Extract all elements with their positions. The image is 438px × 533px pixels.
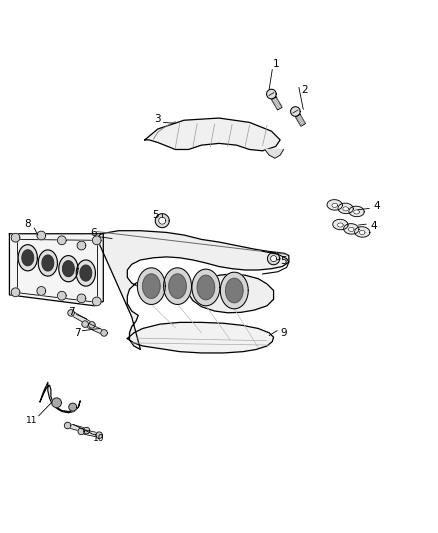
Polygon shape: [68, 310, 74, 316]
Polygon shape: [78, 428, 85, 434]
Polygon shape: [327, 200, 343, 210]
Polygon shape: [169, 274, 186, 298]
Polygon shape: [69, 403, 77, 411]
Polygon shape: [92, 236, 101, 245]
Polygon shape: [67, 423, 87, 433]
Text: 3: 3: [154, 114, 160, 124]
Polygon shape: [349, 227, 354, 231]
Polygon shape: [22, 250, 34, 265]
Text: 11: 11: [26, 416, 38, 425]
Polygon shape: [127, 322, 274, 353]
Polygon shape: [155, 214, 169, 228]
Polygon shape: [145, 118, 280, 151]
Polygon shape: [354, 210, 359, 214]
Polygon shape: [332, 203, 338, 207]
Text: 5: 5: [152, 210, 159, 220]
Polygon shape: [360, 230, 365, 235]
Polygon shape: [57, 292, 66, 300]
Polygon shape: [18, 245, 37, 271]
Polygon shape: [92, 297, 101, 306]
Polygon shape: [97, 231, 289, 350]
Polygon shape: [77, 241, 86, 250]
Polygon shape: [37, 287, 46, 295]
Polygon shape: [76, 260, 95, 286]
Polygon shape: [272, 97, 282, 110]
Polygon shape: [37, 231, 46, 240]
Polygon shape: [271, 256, 277, 262]
Text: 9: 9: [280, 328, 287, 338]
Polygon shape: [333, 219, 348, 230]
Polygon shape: [355, 227, 370, 237]
Polygon shape: [52, 398, 61, 408]
Polygon shape: [77, 294, 86, 303]
Text: 10: 10: [93, 434, 105, 443]
Text: 7: 7: [74, 328, 81, 338]
Text: 6: 6: [90, 228, 96, 238]
Polygon shape: [83, 427, 90, 434]
Text: 5: 5: [280, 256, 287, 266]
Polygon shape: [159, 217, 166, 224]
Text: 8: 8: [25, 219, 31, 229]
Polygon shape: [338, 223, 343, 227]
Polygon shape: [220, 272, 248, 309]
Text: 4: 4: [371, 221, 377, 231]
Polygon shape: [57, 236, 66, 245]
Polygon shape: [101, 330, 107, 336]
Polygon shape: [192, 269, 220, 306]
Polygon shape: [10, 234, 103, 306]
Polygon shape: [267, 89, 276, 99]
Text: 7: 7: [68, 308, 75, 317]
Text: 4: 4: [374, 201, 380, 211]
Polygon shape: [84, 322, 105, 335]
Polygon shape: [80, 265, 92, 281]
Text: 1: 1: [272, 59, 279, 69]
Polygon shape: [291, 107, 300, 116]
Polygon shape: [349, 206, 364, 217]
Polygon shape: [164, 268, 191, 304]
Polygon shape: [96, 432, 102, 439]
Polygon shape: [38, 250, 57, 276]
Polygon shape: [296, 115, 305, 126]
Polygon shape: [143, 274, 160, 298]
Polygon shape: [40, 382, 80, 413]
Polygon shape: [11, 288, 20, 297]
Polygon shape: [70, 311, 93, 327]
Polygon shape: [81, 429, 99, 438]
Polygon shape: [268, 253, 280, 265]
Polygon shape: [11, 233, 20, 242]
Polygon shape: [226, 278, 243, 303]
Polygon shape: [82, 321, 88, 327]
Polygon shape: [344, 224, 359, 234]
Polygon shape: [64, 422, 71, 429]
Polygon shape: [265, 149, 284, 158]
Polygon shape: [138, 268, 165, 304]
Polygon shape: [59, 256, 78, 282]
Polygon shape: [88, 321, 95, 328]
Polygon shape: [42, 255, 53, 271]
Text: 2: 2: [301, 85, 307, 95]
Polygon shape: [197, 275, 215, 300]
Polygon shape: [343, 207, 348, 211]
Polygon shape: [63, 261, 74, 277]
Polygon shape: [338, 203, 353, 214]
